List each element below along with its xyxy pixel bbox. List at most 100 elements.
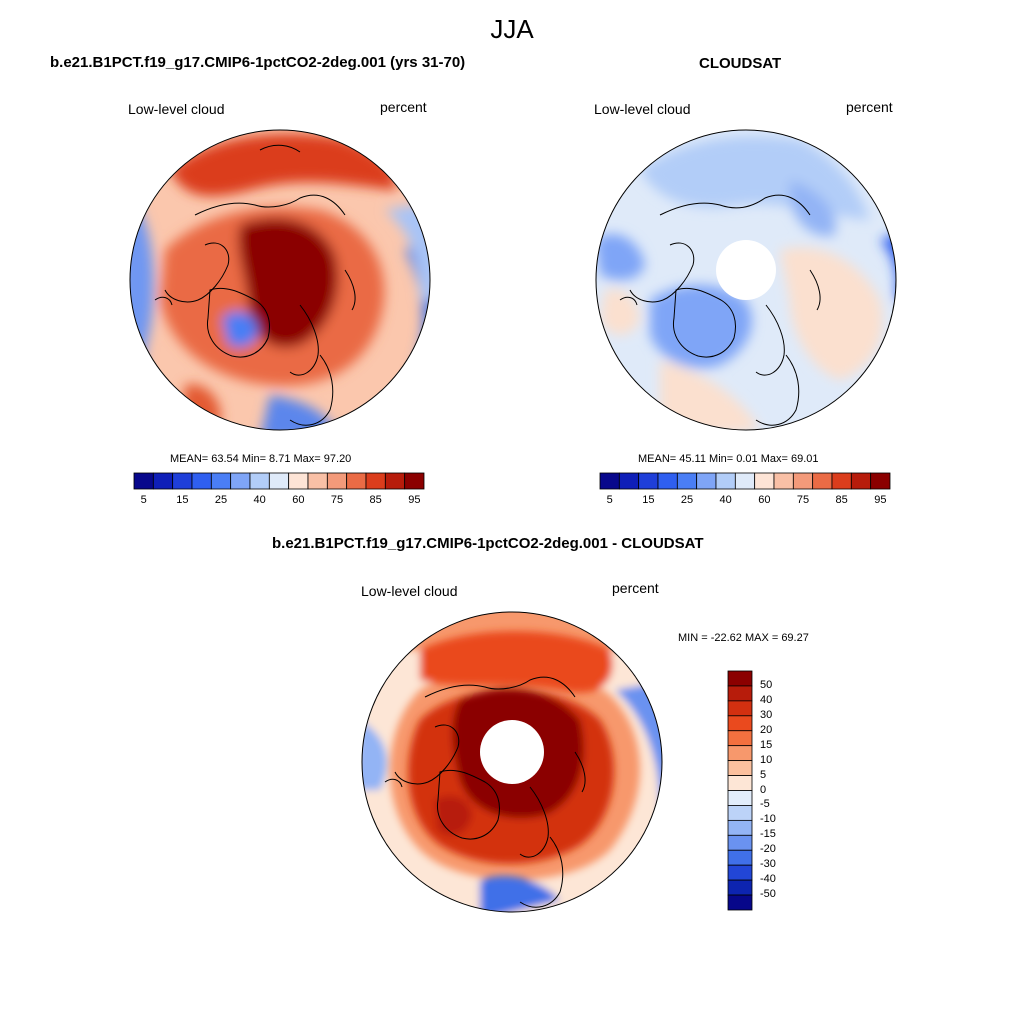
colorbar-swatch xyxy=(727,700,753,717)
colorbar-swatch xyxy=(288,472,309,490)
colorbar-tick-label: -40 xyxy=(760,873,776,886)
colorbar-cloudsat xyxy=(599,472,891,490)
panel2-stats: MEAN= 45.11 Min= 0.01 Max= 69.01 xyxy=(638,453,819,465)
colorbar-tick-label: 75 xyxy=(796,494,810,506)
map1-region-low-west xyxy=(130,190,154,420)
colorbar-tick-label: 5 xyxy=(606,494,613,506)
panel3-field-label: Low-level cloud xyxy=(361,583,458,599)
panel1-stats: MEAN= 63.54 Min= 8.71 Max= 97.20 xyxy=(170,453,352,465)
colorbar-swatch xyxy=(727,715,753,732)
map1-region-core xyxy=(238,218,339,348)
map2-coastlines xyxy=(619,194,821,426)
colorbar-swatch xyxy=(599,472,620,490)
colorbar-swatch xyxy=(727,849,753,866)
figure-title: JJA xyxy=(490,14,534,44)
map3-region-blue-south xyxy=(480,876,560,912)
map2-region-blue-east xyxy=(880,230,896,300)
colorbar-swatch xyxy=(404,472,425,490)
colorbar-model xyxy=(133,472,425,490)
colorbar-tick-label: 40 xyxy=(760,693,773,706)
colorbar-swatch xyxy=(727,670,753,687)
colorbar-swatch xyxy=(727,790,753,806)
colorbar-swatch xyxy=(618,472,640,490)
map1-region-north-red xyxy=(170,133,396,196)
colorbar-tick-label: 95 xyxy=(408,494,421,506)
colorbar-swatch xyxy=(754,472,775,490)
colorbar-swatch xyxy=(850,472,872,490)
colorbar-swatch xyxy=(831,472,852,490)
panel2-title: CLOUDSAT xyxy=(699,55,782,72)
map1-coastlines xyxy=(154,144,356,426)
colorbar-swatch xyxy=(734,472,756,490)
map1-border xyxy=(129,129,431,431)
colorbar-swatch xyxy=(727,894,753,911)
panel3-units-label: percent xyxy=(612,580,659,596)
colorbar-tick-label: 40 xyxy=(719,494,732,506)
colorbar-tick-label: 75 xyxy=(330,494,344,506)
map3-pole-gap xyxy=(480,720,544,784)
colorbar-tick-label: 60 xyxy=(292,494,305,506)
colorbar-tick-label: 85 xyxy=(835,494,848,506)
map2-region-east-blue xyxy=(790,180,836,236)
map3-border xyxy=(361,611,663,913)
colorbar-tick-label: -5 xyxy=(760,798,770,811)
colorbar-swatch xyxy=(365,472,386,490)
colorbar-tick-label: -50 xyxy=(760,888,776,901)
colorbar-swatch xyxy=(326,472,348,490)
colorbar-swatch xyxy=(727,745,753,762)
colorbar-swatch xyxy=(870,472,891,490)
colorbar-tick-label: 85 xyxy=(369,494,382,506)
colorbar-tick-label: 15 xyxy=(642,494,655,506)
colorbar-swatch xyxy=(191,472,212,490)
colorbar-tick-label: 10 xyxy=(760,753,773,766)
colorbar-swatch xyxy=(792,472,814,490)
panel3-title: b.e21.B1PCT.f19_g17.CMIP6-1pctCO2-2deg.0… xyxy=(272,535,704,552)
map2-region-blue-west xyxy=(596,234,645,281)
colorbar-swatch xyxy=(727,834,753,851)
colorbar-swatch xyxy=(727,879,753,896)
panel1-field-label: Low-level cloud xyxy=(128,101,225,117)
colorbar-swatch xyxy=(727,805,753,821)
colorbar-tick-label: -10 xyxy=(760,813,776,826)
colorbar-tick-label: 60 xyxy=(758,494,771,506)
panel3-stats: MIN = -22.62 MAX = 69.27 xyxy=(678,632,809,644)
colorbar-tick-label: 15 xyxy=(176,494,189,506)
map3-coastlines xyxy=(384,676,586,908)
colorbar-swatch xyxy=(307,472,328,490)
panel1-units-label: percent xyxy=(380,99,427,115)
map2-region-mid-blue xyxy=(650,285,752,369)
colorbar-tick-label: 15 xyxy=(760,738,773,751)
colorbar-difference xyxy=(727,670,753,911)
map2-region-warm-west xyxy=(600,289,640,335)
colorbar-tick-label: 5 xyxy=(760,768,767,781)
colorbar-tick-label: 30 xyxy=(760,708,773,721)
colorbar-swatch xyxy=(727,685,753,702)
map2-pole-gap xyxy=(716,240,776,300)
map1-region-greenland-low xyxy=(222,311,258,348)
map-difference xyxy=(362,612,662,912)
colorbar-swatch xyxy=(210,472,232,490)
colorbar-swatch xyxy=(676,472,698,490)
colorbar-tick-label: 50 xyxy=(760,678,773,691)
colorbar-tick-label: 0 xyxy=(760,783,767,796)
map3-region-north-red xyxy=(420,631,613,693)
colorbar-swatch xyxy=(727,760,753,776)
colorbar-tick-label: 20 xyxy=(760,723,773,736)
colorbar-swatch xyxy=(268,472,290,490)
colorbar-swatch xyxy=(152,472,174,490)
colorbar-swatch xyxy=(773,472,794,490)
colorbar-tick-label: 40 xyxy=(253,494,266,506)
colorbar-swatch xyxy=(696,472,717,490)
panel2-units-label: percent xyxy=(846,99,893,115)
map-cloudsat xyxy=(596,130,896,430)
colorbar-swatch xyxy=(727,864,753,881)
colorbar-swatch xyxy=(727,730,753,747)
panel2-field-label: Low-level cloud xyxy=(594,101,691,117)
map-model xyxy=(130,130,430,430)
map2-region-warm-east xyxy=(780,247,883,380)
colorbar-swatch xyxy=(230,472,251,490)
colorbar-tick-label: -15 xyxy=(760,828,776,841)
colorbar-swatch xyxy=(249,472,270,490)
colorbar-swatch xyxy=(133,472,154,490)
colorbar-swatch xyxy=(727,819,753,836)
